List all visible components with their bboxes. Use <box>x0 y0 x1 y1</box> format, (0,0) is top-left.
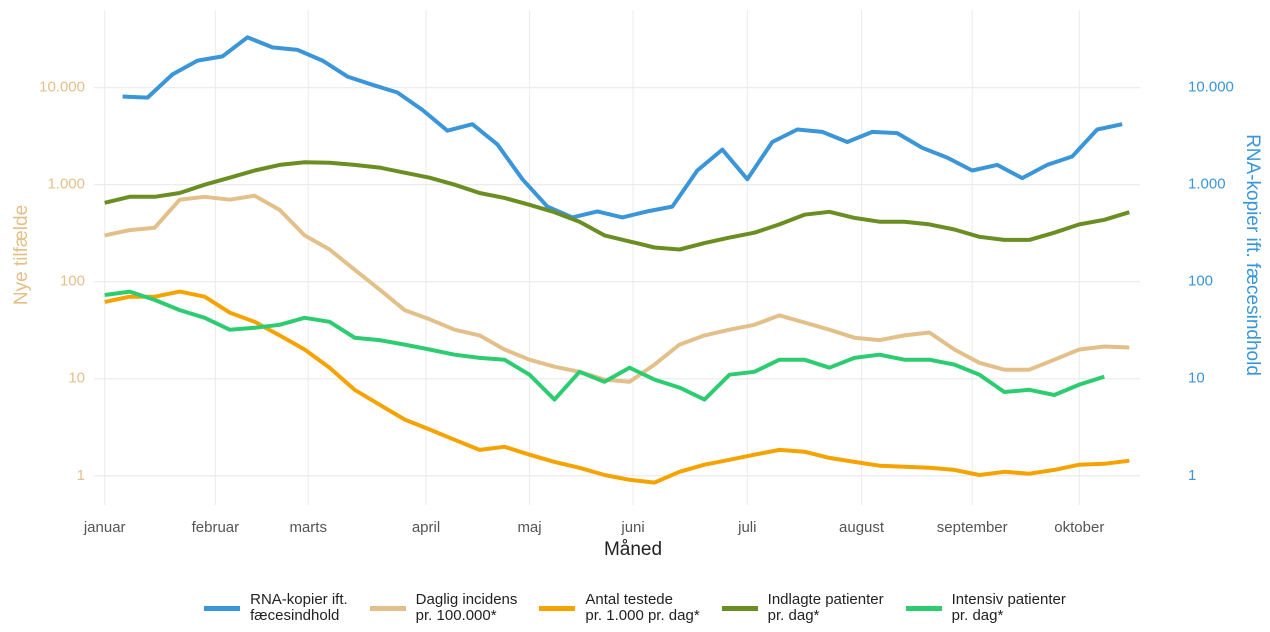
legend-swatch <box>369 605 406 611</box>
x-tick-label: september <box>937 519 1008 536</box>
x-axis-title: Måned <box>604 539 662 560</box>
legend-label: Antal testede pr. 1.000 pr. dag* <box>585 591 700 624</box>
legend-swatch <box>721 605 758 611</box>
legend-item: Daglig incidens pr. 100.000* <box>369 591 518 624</box>
legend-label: Indlagte patienter pr. dag* <box>767 591 884 624</box>
series-line <box>104 193 1130 384</box>
legend-label: Intensiv patienter pr. dag* <box>951 591 1066 624</box>
series-line <box>122 35 1123 220</box>
y-tick-label: 10 <box>68 370 85 387</box>
legend-label: Daglig incidens pr. 100.000* <box>415 591 518 624</box>
y-tick-label: 100 <box>1188 273 1213 290</box>
legend-item: RNA-kopier ift. fæcesindhold <box>204 592 348 624</box>
legend: RNA-kopier ift. fæcesindhold Daglig incid… <box>0 592 1270 624</box>
x-tick-label: oktober <box>1054 519 1104 536</box>
series-line <box>104 289 1130 485</box>
y2-axis-title: RNA-kopier ift. fæcesindhold <box>1242 134 1263 376</box>
y-tick-label: 1.000 <box>47 176 85 193</box>
y-tick-label: 1.000 <box>1188 176 1226 193</box>
y-tick-label: 100 <box>60 273 85 290</box>
legend-swatch <box>905 605 942 611</box>
x-tick-label: maj <box>517 519 541 536</box>
legend-swatch <box>204 605 241 611</box>
y-tick-label: 1 <box>77 467 85 484</box>
series-line <box>104 160 1130 252</box>
legend-label: RNA-kopier ift. fæcesindhold <box>250 591 348 624</box>
x-tick-label: juni <box>620 519 644 536</box>
y-tick-label: 10.000 <box>1188 79 1234 96</box>
x-tick-label: februar <box>192 519 240 536</box>
chart: Måned Nye tilfælde RNA-kopier ift. fæces… <box>11 10 1263 560</box>
legend-item: Intensiv patienter pr. dag* <box>905 591 1066 624</box>
x-tick-label: januar <box>83 519 126 536</box>
y-axis-title: Nye tilfælde <box>11 205 32 305</box>
legend-item: Antal testede pr. 1.000 pr. dag* <box>539 591 700 624</box>
y-tick-label: 1 <box>1188 467 1196 484</box>
x-tick-label: juli <box>737 519 756 536</box>
series-line <box>104 289 1105 402</box>
x-tick-label: april <box>412 519 440 536</box>
y-tick-label: 10 <box>1188 370 1205 387</box>
x-tick-label: marts <box>289 519 327 536</box>
legend-item: Indlagte patienter pr. dag* <box>721 591 884 624</box>
x-tick-label: august <box>839 519 885 536</box>
y-tick-label: 10.000 <box>39 79 85 96</box>
legend-swatch <box>539 605 576 611</box>
grid <box>94 10 1140 505</box>
